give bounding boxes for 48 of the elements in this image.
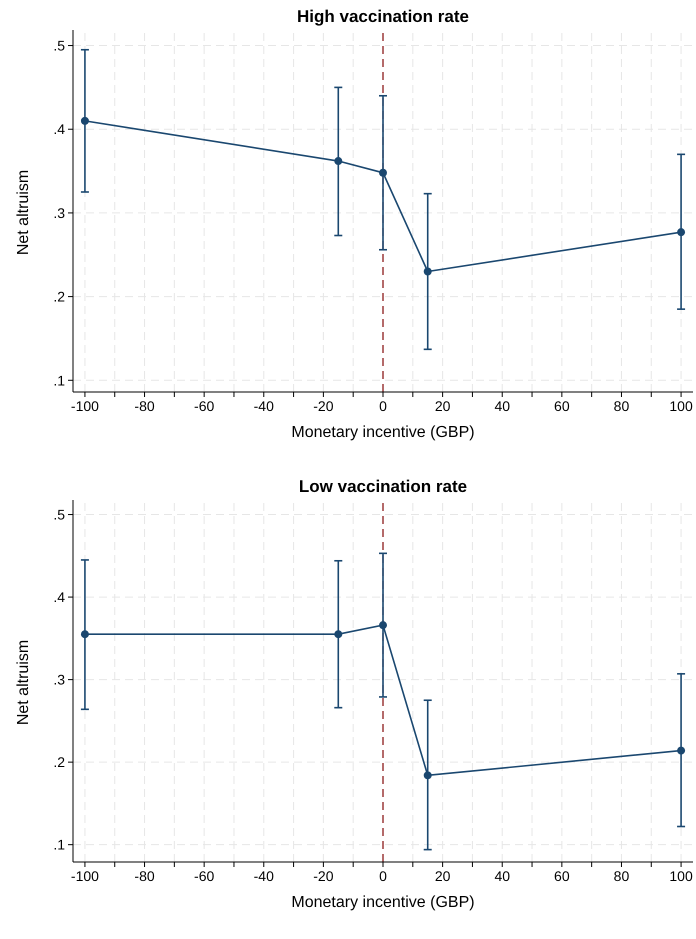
x-tick-label: 0 — [379, 868, 388, 884]
point — [379, 621, 387, 630]
chart-title: High vaccination rate — [297, 7, 469, 26]
x-tick-label: -60 — [194, 398, 214, 414]
y-tick-label: .4 — [53, 589, 66, 606]
x-tick-label: -80 — [134, 398, 155, 414]
x-tick-label: 40 — [494, 868, 510, 884]
y-tick-label: .3 — [53, 672, 66, 688]
y-tick-label: .5 — [53, 506, 66, 523]
x-tick-label: -100 — [70, 398, 100, 414]
point — [677, 228, 686, 236]
x-tick-label: -40 — [254, 398, 274, 414]
y-tick-label: .5 — [53, 38, 66, 54]
y-tick-label: .1 — [53, 836, 66, 853]
x-tick-label: 80 — [614, 868, 630, 884]
x-tick-label: -20 — [313, 398, 334, 414]
x-tick-label: -60 — [194, 868, 214, 884]
point — [424, 771, 432, 780]
x-tick-label: 100 — [669, 398, 693, 414]
x-tick-label: -80 — [134, 868, 155, 884]
x-tick-label: 80 — [614, 398, 630, 414]
x-tick-label: 60 — [554, 398, 570, 414]
point — [424, 267, 432, 276]
x-tick-label: 40 — [494, 398, 510, 414]
x-tick-label: -40 — [254, 868, 274, 884]
point — [677, 746, 686, 755]
y-tick-label: .2 — [53, 754, 66, 770]
x-tick-label: -20 — [313, 868, 334, 884]
x-tick-label: -100 — [70, 868, 100, 884]
y-axis-title: Net altruism — [15, 170, 32, 256]
point — [334, 630, 342, 638]
y-tick-label: .1 — [53, 372, 66, 388]
chart-title: Low vaccination rate — [298, 477, 468, 496]
point — [80, 630, 89, 638]
x-axis-title: Monetary incentive (GBP) — [291, 894, 475, 911]
point — [379, 168, 387, 177]
x-axis-title: Monetary incentive (GBP) — [291, 424, 475, 441]
x-tick-label: 20 — [434, 868, 451, 884]
y-tick-label: .4 — [53, 121, 66, 138]
y-tick-label: .3 — [53, 204, 66, 221]
y-axis-title: Net altruism — [15, 640, 32, 726]
point — [80, 116, 89, 125]
point — [334, 157, 342, 166]
x-tick-label: 100 — [669, 868, 693, 884]
x-tick-label: 0 — [379, 398, 388, 414]
x-tick-label: 60 — [554, 868, 570, 884]
y-tick-label: .2 — [53, 288, 66, 305]
x-tick-label: 20 — [434, 398, 451, 414]
